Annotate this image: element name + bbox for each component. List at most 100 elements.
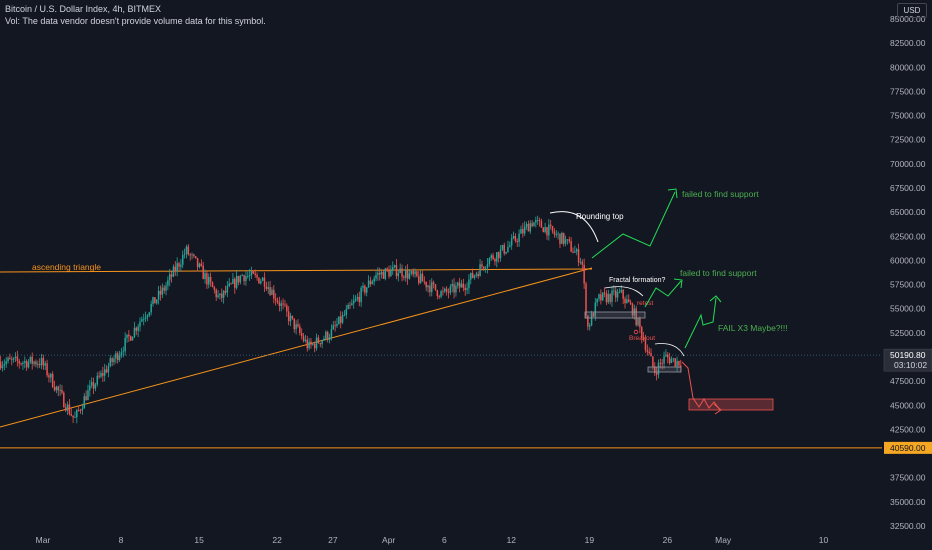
- candle: [40, 353, 43, 370]
- candle-body: [536, 219, 539, 221]
- candle-body: [79, 410, 82, 411]
- candle-body: [620, 289, 623, 293]
- candle-body: [544, 227, 546, 233]
- candle-body: [142, 318, 145, 320]
- candle: [544, 222, 546, 234]
- candle-body: [176, 263, 178, 272]
- candle: [44, 360, 46, 370]
- candle: [449, 283, 452, 296]
- candle-body: [423, 281, 426, 283]
- candle: [468, 274, 470, 295]
- candle: [111, 357, 113, 367]
- candle: [629, 299, 632, 306]
- candle: [224, 285, 227, 296]
- candle-body: [85, 396, 87, 401]
- candle-body: [553, 231, 556, 235]
- candle: [107, 362, 110, 378]
- candle: [416, 270, 418, 278]
- candle-body: [505, 251, 507, 254]
- candle-body: [137, 326, 139, 331]
- candle: [663, 351, 665, 369]
- candle-body: [470, 272, 472, 280]
- candle: [286, 303, 288, 317]
- candle-body: [351, 303, 353, 306]
- candle: [3, 359, 6, 371]
- candle: [202, 261, 204, 280]
- candle-body: [354, 298, 357, 301]
- currency-button[interactable]: USD: [897, 3, 927, 18]
- candle-body: [607, 293, 610, 303]
- candle-body: [118, 355, 121, 361]
- candle: [529, 220, 532, 234]
- candle-body: [663, 356, 665, 364]
- candle-body: [219, 293, 221, 296]
- candle: [172, 264, 175, 278]
- candle-body: [644, 339, 647, 351]
- candle: [425, 281, 427, 292]
- candle-body: [510, 238, 513, 246]
- candle: [48, 372, 50, 383]
- candle-body: [609, 293, 611, 302]
- candle: [566, 239, 569, 245]
- candle: [217, 290, 219, 299]
- candle-body: [432, 282, 435, 285]
- candle: [581, 259, 584, 271]
- candle: [577, 243, 580, 267]
- rounding-top-arc: [549, 211, 599, 243]
- candle: [46, 359, 48, 378]
- small-fractal-box: [647, 366, 682, 373]
- candle: [247, 271, 249, 279]
- candle: [142, 313, 145, 326]
- candle: [598, 293, 600, 302]
- candle-body: [181, 254, 184, 265]
- candle-body: [256, 274, 258, 278]
- candle-body: [287, 311, 290, 322]
- candle: [641, 325, 643, 344]
- candle: [235, 269, 238, 290]
- candle-body: [152, 297, 154, 304]
- candle-body: [403, 276, 405, 278]
- y-tick-label: 55000.00: [890, 304, 926, 314]
- candle: [520, 225, 522, 234]
- fractal-arc: [604, 286, 644, 297]
- candle-body: [477, 273, 479, 277]
- candle: [338, 316, 340, 325]
- candle: [83, 393, 86, 409]
- candle: [477, 271, 479, 279]
- y-tick-label: 70000.00: [890, 159, 926, 169]
- candle: [72, 415, 74, 424]
- candle: [501, 244, 504, 251]
- candle-body: [167, 280, 169, 286]
- candle: [124, 332, 126, 356]
- candle-body: [63, 392, 65, 408]
- candle-body: [113, 358, 115, 363]
- candle-body: [393, 265, 396, 268]
- candle: [241, 273, 243, 277]
- candle: [378, 267, 381, 281]
- candle: [548, 219, 550, 241]
- candle: [369, 276, 372, 287]
- candle-body: [81, 408, 84, 411]
- candle-body: [336, 324, 338, 326]
- candle: [16, 350, 19, 367]
- candle: [479, 259, 481, 277]
- candle: [59, 384, 61, 396]
- candle: [109, 355, 112, 368]
- candle-body: [243, 275, 245, 282]
- candle: [622, 289, 624, 305]
- candle: [665, 349, 667, 357]
- candle-body: [46, 363, 48, 376]
- candle-body: [533, 222, 535, 227]
- candle-body: [168, 274, 171, 281]
- candle-body: [24, 361, 26, 363]
- current-price-value: 50190.80: [890, 350, 926, 360]
- candle-body: [308, 341, 310, 349]
- candle-body: [42, 357, 45, 366]
- candle-body: [174, 266, 177, 272]
- candle-body: [317, 337, 320, 343]
- candle: [295, 320, 297, 335]
- candle-body: [131, 336, 134, 341]
- candle: [470, 272, 472, 285]
- candle: [103, 363, 106, 382]
